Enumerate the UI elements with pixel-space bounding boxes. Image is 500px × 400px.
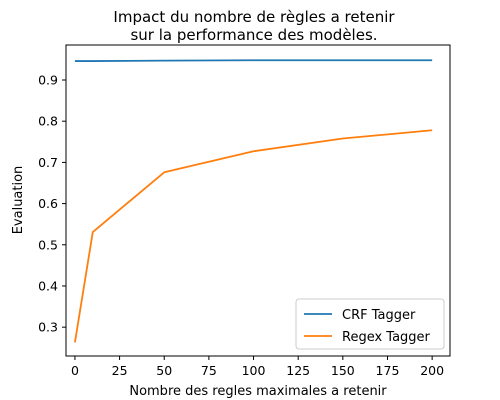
y-tick-label-5: 0.8: [38, 114, 58, 129]
y-tick-label-4: 0.7: [38, 155, 58, 170]
x-tick-label-5: 125: [286, 363, 310, 378]
chart-title-line-1: Impact du nombre de règles a retenir: [113, 8, 395, 26]
y-tick-label-2: 0.5: [38, 237, 58, 252]
series-line-crf-tagger: [74, 59, 433, 62]
x-tick-label-6: 150: [331, 363, 355, 378]
x-tick-label-4: 100: [242, 363, 266, 378]
y-tick-label-1: 0.4: [38, 278, 58, 293]
x-tick-label-7: 175: [376, 363, 400, 378]
legend: CRF Tagger Regex Tagger: [295, 298, 445, 350]
x-axis-label: Nombre des regles maximales a retenir: [129, 384, 387, 399]
legend-label-crf: CRF Tagger: [342, 308, 416, 323]
x-tick-label-8: 200: [420, 363, 444, 378]
plot-frame: [65, 44, 451, 357]
legend-box: [295, 298, 445, 350]
plot-area: 0 25 50 75 100 125 150 175 200 0.3 0.4 0.5 0.6 0.7 0.8…: [38, 59, 444, 378]
y-tick-label-6: 0.9: [38, 73, 58, 88]
series-line-regex-tagger: [74, 129, 433, 343]
legend-label-regex: Regex Tagger: [342, 330, 431, 345]
chart-title-line-2: sur la performance des modèles.: [130, 26, 377, 44]
y-axis-label: Evaluation: [11, 166, 26, 235]
x-tick-label-3: 75: [201, 363, 217, 378]
x-tick-label-2: 50: [156, 363, 172, 378]
x-tick-label-0: 0: [71, 363, 79, 378]
x-tick-label-1: 25: [112, 363, 128, 378]
y-tick-label-0: 0.3: [38, 320, 58, 335]
y-tick-label-3: 0.6: [38, 196, 58, 211]
